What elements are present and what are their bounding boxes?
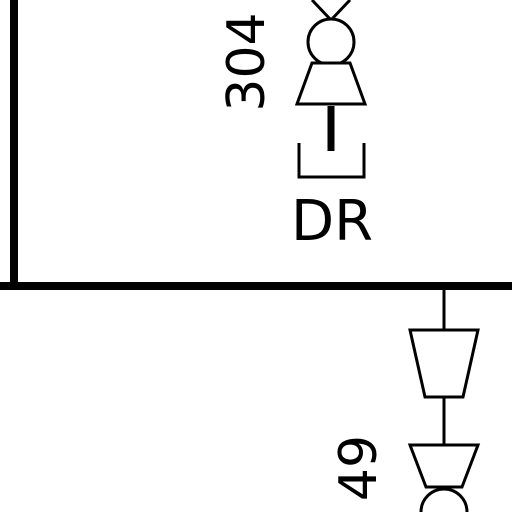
upper-tag-label: 304 [217,12,277,111]
upper-drain-bracket [297,143,366,179]
upper-valve-triangle [294,61,368,106]
lower-valve-triangle [407,443,481,489]
main-lines [0,0,512,290]
upper-device-label: DR [291,189,373,254]
lower-instrument-group [407,290,481,512]
lower-tag-label: 49 [329,435,389,501]
upper-valve-circle [306,17,356,67]
upper-valve-top-v [310,0,352,23]
lower-valve-circle [419,487,469,512]
lower-reducer-trapezoid [408,328,480,399]
upper-instrument-group [294,0,368,179]
